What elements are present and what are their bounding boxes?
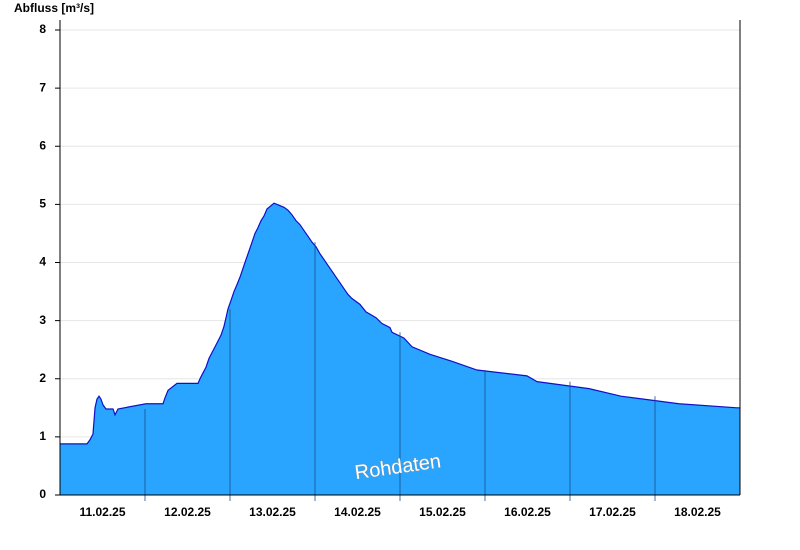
line: [60, 202, 740, 445]
y-tick-label: 4: [39, 255, 46, 269]
y-tick-label: 7: [39, 80, 46, 94]
y-tick-label: 3: [39, 313, 46, 327]
y-tick-label: 5: [39, 197, 46, 211]
x-tick-label: 11.02.25: [79, 505, 125, 519]
y-tick-label: 8: [39, 22, 46, 36]
x-tick-label: 12.02.25: [164, 505, 211, 519]
y-tick-label: 2: [39, 371, 46, 385]
y-tick-label: 1: [39, 429, 46, 443]
x-tick-label: 13.02.25: [249, 505, 296, 519]
x-tick-label: 15.02.25: [419, 505, 466, 519]
y-tick-label: 6: [39, 138, 46, 152]
y-tick-label: 0: [39, 487, 46, 501]
x-tick-label: 17.02.25: [589, 505, 636, 519]
x-tick-label: 14.02.25: [334, 505, 381, 519]
y-axis-title: Abfluss [m³/s]: [14, 1, 94, 15]
x-tick-label: 16.02.25: [504, 505, 551, 519]
x-tick-label: 18.02.25: [674, 505, 721, 519]
